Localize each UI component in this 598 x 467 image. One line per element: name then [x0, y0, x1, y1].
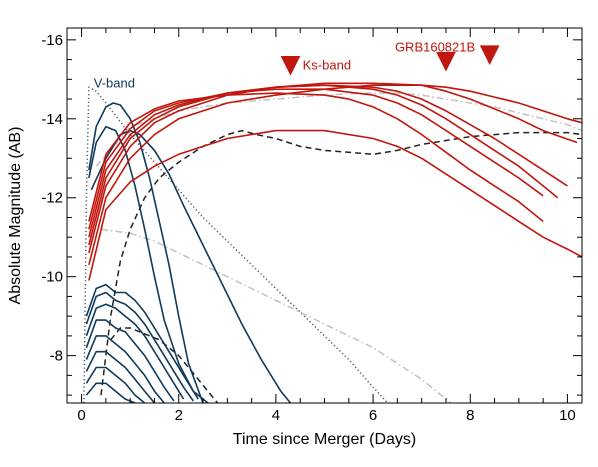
series-line-model-19	[110, 327, 219, 403]
x-tick-label: 10	[559, 407, 576, 424]
marker-triangle-0	[280, 56, 301, 76]
annotation-0: V-band	[94, 75, 135, 90]
x-tick-label: 0	[77, 407, 85, 424]
series-line-v-14	[85, 335, 165, 403]
y-tick-label: -8	[50, 348, 63, 365]
annotation-layer: V-band Ks-band GRB160821B	[94, 40, 500, 90]
series-line-v-16	[85, 366, 146, 403]
marker-triangle-1	[436, 52, 456, 72]
series-line-ks-0	[88, 84, 582, 265]
series-line-ks-4	[88, 88, 544, 230]
series-line-model-21	[95, 92, 582, 167]
plot-frame	[66, 27, 583, 404]
series-line-v-15	[85, 350, 156, 403]
y-tick-label: -12	[41, 190, 63, 207]
series-line-model-22	[100, 228, 452, 403]
x-tick-label: 4	[272, 407, 280, 424]
series-line-ks-1	[88, 82, 578, 254]
series-line-v-7	[88, 102, 204, 403]
series-line-v-11	[85, 291, 194, 402]
y-tick-label: -10	[41, 269, 63, 286]
series-line-v-12	[85, 303, 185, 400]
y-tick-label: -14	[41, 111, 63, 128]
series-line-v-17	[85, 382, 136, 403]
series-line-ks-6	[88, 129, 582, 281]
x-axis-title: Time since Merger (Days)	[233, 431, 416, 448]
annotation-2: GRB160821B	[395, 40, 475, 55]
annotation-1: Ks-band	[303, 58, 351, 73]
marker-triangle-2	[479, 45, 500, 65]
series-line-model-18	[100, 129, 582, 396]
y-axis-title: Absolute Magnitude (AB)	[7, 127, 24, 305]
y-tick-label: -16	[41, 32, 63, 49]
axes-layer: 0 2 4 6 8 10 -8 -10 -12 -14 -16 Time since Merger (…	[7, 27, 583, 448]
x-tick-label: 6	[369, 407, 377, 424]
x-tick-label: 2	[175, 407, 183, 424]
series-line-v-13	[85, 319, 175, 402]
series-line-ks-3	[88, 84, 559, 238]
series-line-v-8	[88, 125, 209, 403]
series-layer	[83, 82, 582, 403]
x-tick-label: 8	[466, 407, 474, 424]
series-line-ks-5	[88, 92, 544, 223]
series-line-v-10	[85, 283, 199, 400]
series-line-ks-2	[88, 84, 568, 246]
